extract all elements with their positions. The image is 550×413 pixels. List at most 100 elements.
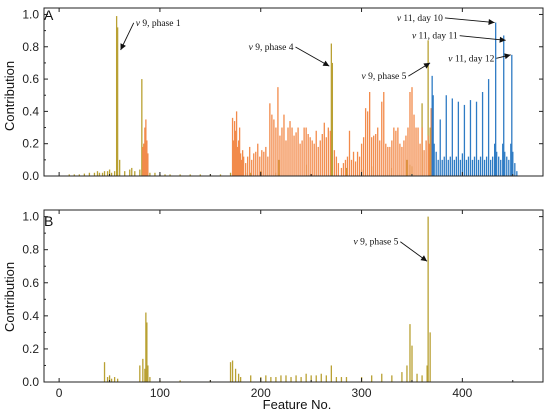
- bar-panelB-s0-48: [416, 373, 418, 382]
- bar-panelA-s2-18: [465, 159, 468, 176]
- bar-panelA-s1-97: [407, 127, 409, 176]
- bar-panelA-s1-7: [232, 140, 235, 176]
- bar-panelB-s0-6: [139, 365, 141, 382]
- bar-panelA-s1-41: [291, 127, 293, 176]
- bar-panelB-s0-37: [335, 377, 338, 382]
- bar-panelA-s1-30: [269, 103, 271, 176]
- bar-panelA-s1-62: [335, 156, 338, 176]
- bar-panelA-s0-33: [219, 174, 222, 176]
- bar-panelB-s0-26: [280, 375, 282, 382]
- bar-panelA-s1-86: [385, 143, 387, 176]
- annotation-var-panelA-4: v: [412, 32, 417, 42]
- bar-panelA-s1-35: [279, 135, 281, 176]
- bar-panelA-s1-42: [293, 135, 295, 176]
- bar-panelA-s2-33: [495, 22, 497, 176]
- xtick-label-4: 400: [452, 386, 472, 400]
- bar-panelA-s0-17: [124, 171, 126, 176]
- bar-panelA-s1-57: [323, 122, 325, 176]
- bar-panelA-s2-1: [432, 95, 434, 176]
- bar-panelA-s1-40: [289, 121, 291, 176]
- bar-panelA-s0-34: [229, 172, 232, 176]
- bar-panelB-s0-39: [345, 377, 348, 382]
- annotation-rest-panelA-5: 11, day 12: [452, 54, 494, 64]
- bar-panelA-s1-101: [415, 127, 417, 176]
- bar-panelA-s1-55: [319, 140, 321, 176]
- bar-panelA-s1-91: [395, 130, 397, 176]
- ytick-label-panelB-3: 0.6: [22, 276, 39, 290]
- annotation-var-panelB-0: v: [353, 238, 358, 248]
- bar-panelA-s1-76: [364, 108, 367, 176]
- bar-panelA-s1-32: [273, 119, 275, 176]
- annotation-var-panelA-3: v: [397, 14, 402, 24]
- bar-panelA-s1-79: [371, 137, 373, 176]
- xtick-label-0: 0: [56, 386, 63, 400]
- bar-panelA-s1-49: [307, 134, 309, 176]
- ytick-label-panelA-4: 0.8: [22, 40, 39, 54]
- bar-panelB-s0-32: [310, 375, 312, 382]
- bar-panelA-s0-6: [96, 171, 99, 176]
- annotation-panelA-0: v 9, phase 1: [136, 19, 181, 29]
- bar-panelA-s2-12: [453, 159, 455, 176]
- bar-panelB-s0-51: [427, 216, 429, 382]
- plot-frame-panelA: [43, 7, 544, 177]
- bar-panelA-s1-102: [417, 127, 419, 176]
- annotation-arrow-line-panelA-4: [459, 35, 506, 41]
- bar-panelA-s2-10: [449, 156, 451, 176]
- bar-panelA-s1-48: [305, 127, 307, 176]
- bar-panelA-s1-68: [348, 130, 351, 176]
- bar-panelA-s0-22: [141, 79, 143, 176]
- bar-panelA-s1-18: [245, 163, 247, 176]
- bar-panelA-s1-87: [387, 146, 389, 176]
- annotation-arrowhead-panelB-0: [420, 255, 428, 262]
- bar-panelB-s0-31: [305, 373, 307, 382]
- bar-panelA-s1-28: [265, 146, 267, 176]
- bar-panelA-s1-22: [253, 153, 255, 176]
- ytick-label-panelA-3: 0.6: [22, 72, 39, 86]
- panel-b: B 0.0 0.2 0.4 0.6 0.8 1.0 0 100 200 300 400 v 9, ph…: [22, 209, 544, 400]
- bar-panelA-s1-74: [360, 143, 363, 176]
- annotation-var-panelA-5: v: [448, 54, 453, 64]
- bar-panelA-s1-64: [340, 167, 343, 176]
- bar-panelA-s1-17: [243, 156, 245, 176]
- bar-panelA-s1-6: [231, 117, 234, 176]
- bar-panelA-s0-1: [73, 174, 75, 176]
- ytick-label-panelB-1: 0.2: [22, 342, 39, 356]
- bar-panelB-s0-50: [426, 365, 428, 382]
- bar-panelA-s0-10: [106, 171, 109, 176]
- xtick-label-3: 300: [352, 386, 372, 400]
- annotation-rest-panelA-2: 9, phase 5: [366, 72, 407, 82]
- bar-panelA-s2-9: [447, 159, 449, 176]
- bar-panelA-s1-44: [297, 127, 299, 176]
- bar-panelA-s1-104: [421, 127, 423, 176]
- bar-panelB-s0-11: [147, 365, 149, 382]
- annotation-arrowhead-panelA-0: [120, 43, 126, 50]
- bar-panelA-s1-71: [354, 161, 357, 176]
- annotation-arrowhead-panelA-4: [499, 36, 506, 43]
- bar-panelA-s0-30: [189, 174, 191, 176]
- annotation-arrow-line-panelA-3: [444, 17, 495, 23]
- bar-panelA-s1-72: [356, 151, 359, 176]
- annotation-arrowhead-panelA-3: [488, 18, 495, 25]
- bar-panelA-s2-37: [502, 143, 504, 176]
- bar-panelB-s0-45: [406, 365, 408, 382]
- bar-panelA-s1-96: [405, 135, 407, 176]
- bar-panelB-s0-8: [144, 368, 146, 382]
- bar-panelA-s1-95: [403, 140, 405, 176]
- bar-panelA-s1-53: [315, 130, 317, 176]
- bar-panelA-s0-41: [330, 43, 332, 176]
- bar-panelA-s1-106: [425, 140, 427, 176]
- bar-panelA-s2-45: [514, 163, 516, 176]
- bar-panelB-s0-12: [149, 377, 151, 382]
- bar-panelA-s0-0: [68, 174, 70, 176]
- bar-panelA-s0-20: [134, 171, 136, 176]
- bar-panelB-s0-35: [325, 375, 327, 382]
- xtick-label-1: 100: [150, 386, 170, 400]
- bar-panelA-s2-7: [443, 156, 445, 176]
- bar-panelB-s0-7: [142, 358, 144, 382]
- bar-panelB-s0-0: [103, 362, 106, 382]
- bar-panelA-s2-43: [511, 54, 513, 176]
- bar-panelA-s0-4: [88, 172, 91, 176]
- bar-panelA-s1-43: [295, 132, 297, 176]
- ytick-label-panelA-0: 0.0: [22, 169, 39, 183]
